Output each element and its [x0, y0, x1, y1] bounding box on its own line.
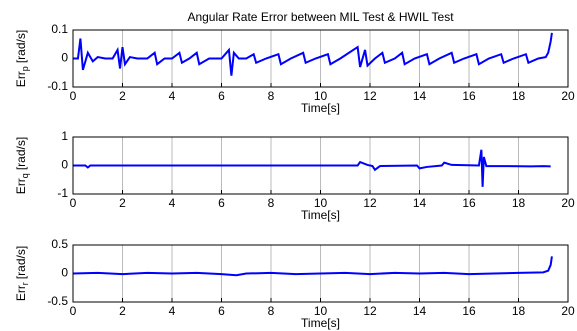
x-tick-label: 2 — [119, 304, 126, 318]
x-axis-label: Time[s] — [301, 101, 340, 115]
x-tick-label: 16 — [462, 196, 476, 210]
data-line — [73, 32, 553, 76]
x-tick-label: 4 — [169, 304, 176, 318]
x-tick-label: 18 — [512, 304, 526, 318]
x-tick-label: 6 — [218, 89, 225, 103]
x-tick-label: 8 — [268, 89, 275, 103]
y-label-base: Err — [14, 178, 28, 194]
x-tick-label: 6 — [218, 304, 225, 318]
x-tick-label: 10 — [314, 196, 328, 210]
chart-title: Angular Rate Error between MIL Test & HW… — [187, 10, 454, 24]
y-label-sub: p — [20, 66, 30, 71]
y-label-base: Err — [14, 71, 28, 87]
y-tick-label: -0.1 — [47, 79, 68, 93]
y-tick-label: 0 — [61, 51, 68, 65]
y-tick-label: 0 — [61, 158, 68, 172]
y-label-sub: r — [20, 282, 30, 285]
x-tick-label: 10 — [314, 304, 328, 318]
x-tick-label: 14 — [413, 89, 427, 103]
y-label-unit: [rad/s] — [14, 30, 28, 63]
y-label-unit: [rad/s] — [14, 137, 28, 170]
x-tick-label: 20 — [561, 304, 575, 318]
x-tick-label: 16 — [462, 304, 476, 318]
x-tick-label: 0 — [70, 304, 77, 318]
x-tick-label: 0 — [70, 89, 77, 103]
x-tick-label: 12 — [363, 196, 377, 210]
y-axis-label: Errr [rad/s] — [14, 246, 30, 301]
y-label-sub: q — [20, 173, 30, 178]
x-tick-label: 4 — [169, 89, 176, 103]
x-tick-label: 18 — [512, 89, 526, 103]
x-tick-label: 4 — [169, 196, 176, 210]
x-tick-label: 16 — [462, 89, 476, 103]
y-tick-label: -0.5 — [47, 294, 68, 308]
y-axis-label: Errq [rad/s] — [14, 137, 30, 194]
y-tick-label: 1 — [61, 129, 68, 143]
x-tick-label: 8 — [268, 304, 275, 318]
y-axis-label: Errp [rad/s] — [14, 30, 30, 87]
axes-frame — [72, 244, 569, 303]
x-axis-label: Time[s] — [301, 208, 340, 222]
x-tick-label: 0 — [70, 196, 77, 210]
y-tick-label: 0.1 — [51, 22, 68, 36]
x-axis-label: Time[s] — [301, 316, 340, 330]
x-tick-label: 2 — [119, 196, 126, 210]
x-tick-label: 10 — [314, 89, 328, 103]
y-label-base: Err — [14, 285, 28, 301]
x-tick-label: 14 — [413, 196, 427, 210]
x-tick-label: 20 — [561, 89, 575, 103]
data-line — [73, 149, 551, 187]
y-tick-label: -1 — [57, 186, 68, 200]
x-tick-label: 12 — [363, 89, 377, 103]
x-tick-label: 12 — [363, 304, 377, 318]
x-tick-label: 8 — [268, 196, 275, 210]
y-label-unit: [rad/s] — [14, 246, 28, 279]
x-tick-label: 6 — [218, 196, 225, 210]
axes-frame — [72, 136, 569, 195]
y-tick-label: 0.5 — [51, 237, 68, 251]
axes-frame — [72, 29, 569, 88]
x-tick-label: 18 — [512, 196, 526, 210]
x-tick-label: 14 — [413, 304, 427, 318]
x-tick-label: 20 — [561, 196, 575, 210]
data-line — [72, 256, 553, 277]
x-tick-label: 2 — [119, 89, 126, 103]
y-tick-label: 0 — [61, 266, 68, 280]
